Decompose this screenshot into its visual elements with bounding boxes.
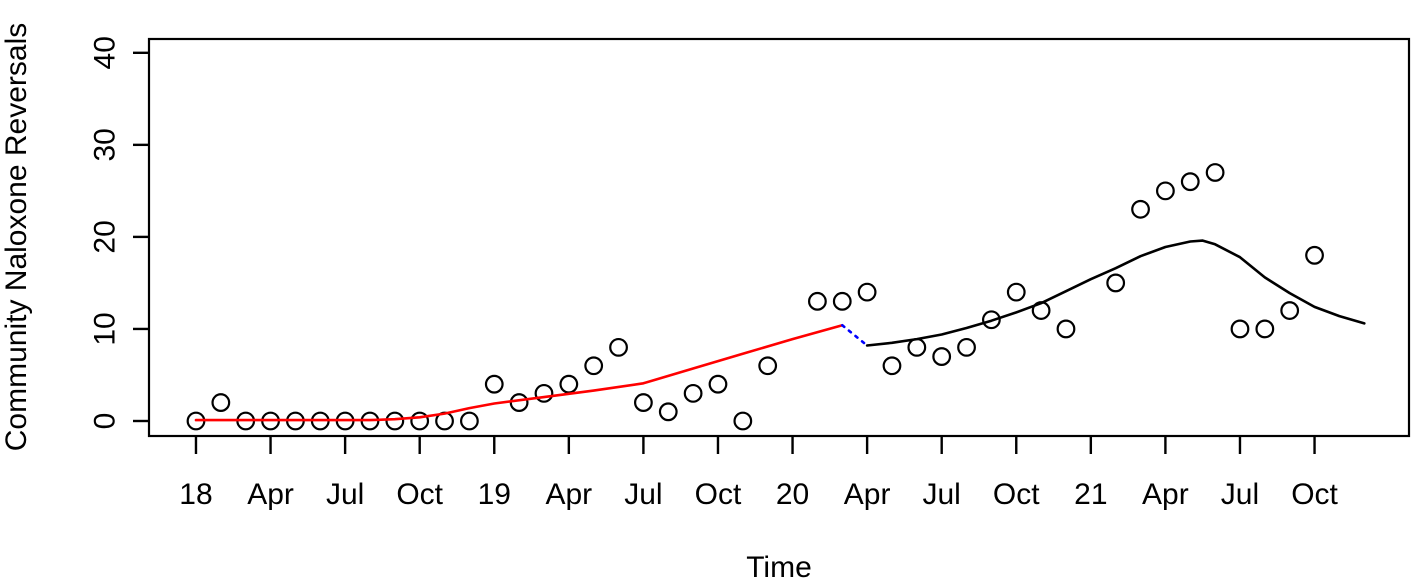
x-tick-label: Jul — [624, 478, 662, 511]
data-point — [1305, 245, 1324, 265]
y-tick-label: 10 — [89, 312, 122, 345]
x-tick-label: Jul — [326, 478, 364, 511]
x-tick-label: Apr — [545, 478, 592, 511]
data-point — [460, 411, 479, 431]
data-point — [1205, 163, 1225, 182]
data-point — [907, 337, 927, 357]
x-tick-label: 21 — [1074, 478, 1107, 511]
data-point — [857, 282, 877, 302]
data-point — [683, 383, 703, 403]
plot-box — [147, 37, 1411, 438]
data-point — [832, 291, 852, 311]
x-tick-label: 18 — [179, 478, 212, 511]
y-axis-title: Community Naloxone Reversals — [0, 23, 33, 452]
x-tick-label: Oct — [396, 478, 443, 511]
data-point — [1230, 319, 1250, 339]
pre-interruption-fit-line — [194, 323, 844, 422]
data-point — [509, 393, 529, 412]
x-tick-label: Apr — [1142, 478, 1189, 511]
data-point — [1156, 181, 1175, 201]
x-tick-label: Jul — [1221, 478, 1259, 511]
data-point — [410, 411, 430, 431]
y-tick-label: 0 — [89, 413, 122, 430]
data-point — [1056, 319, 1076, 339]
data-point — [733, 411, 753, 431]
data-point — [1180, 172, 1200, 192]
data-point — [1006, 282, 1026, 302]
interruption-gap-line — [840, 323, 869, 347]
data-point — [559, 374, 579, 394]
data-point — [758, 356, 778, 376]
x-tick-label: 19 — [478, 478, 511, 511]
y-tick-label: 40 — [89, 36, 122, 69]
x-tick-label: 20 — [776, 478, 809, 511]
data-point — [1106, 273, 1126, 293]
data-point — [634, 393, 653, 412]
data-point — [658, 402, 678, 422]
x-tick-label: Jul — [923, 478, 961, 511]
data-point — [584, 356, 604, 376]
data-point — [385, 411, 405, 431]
data-point — [982, 310, 1001, 330]
x-axis-title: Time — [746, 551, 812, 584]
data-point — [484, 374, 504, 394]
y-tick-label: 30 — [89, 128, 122, 161]
data-point — [808, 291, 827, 311]
data-point — [211, 393, 231, 412]
post-interruption-fit-line — [865, 239, 1366, 347]
data-point — [609, 337, 628, 357]
data-point — [957, 337, 976, 357]
data-point — [708, 374, 728, 394]
x-tick-label: Apr — [844, 478, 891, 511]
x-tick-label: Oct — [1291, 478, 1338, 511]
data-point — [882, 356, 902, 376]
data-point — [932, 347, 952, 366]
y-tick-label: 20 — [89, 220, 122, 253]
data-point — [534, 383, 554, 403]
data-point — [1255, 319, 1275, 339]
x-tick-label: Oct — [993, 478, 1040, 511]
data-point — [1280, 301, 1300, 320]
data-point — [1131, 199, 1150, 219]
x-tick-label: Apr — [247, 478, 294, 511]
x-tick-label: Oct — [695, 478, 742, 511]
